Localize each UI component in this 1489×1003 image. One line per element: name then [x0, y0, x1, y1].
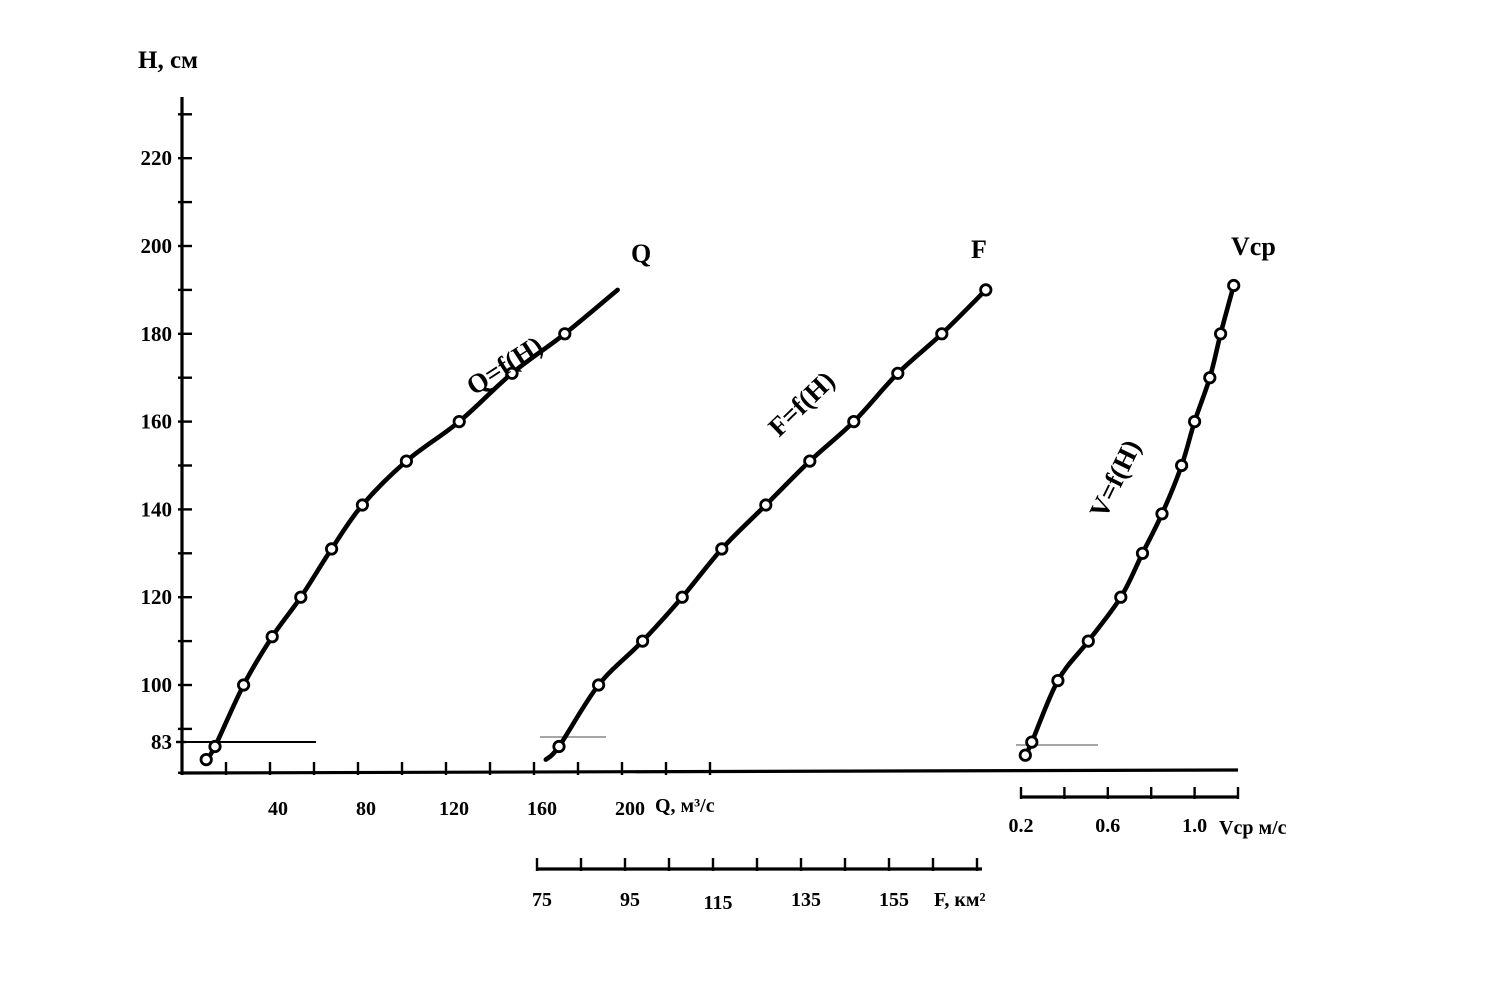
series-v-point: [1188, 414, 1202, 429]
series-f-point: [979, 283, 993, 297]
f-axis-ticks: 75 95 115 135 155: [532, 858, 979, 914]
y-tick-label: 120: [141, 585, 173, 609]
series-f-point: [847, 414, 861, 429]
y-tick-label: 180: [141, 322, 173, 346]
series-q-point: [399, 454, 413, 468]
q-axis-ticks: 40 80 120 160 200: [224, 762, 712, 820]
q-tick-label: 120: [439, 798, 469, 820]
series-q-point: [208, 739, 222, 754]
series-f-point: [675, 590, 689, 604]
series-q-point: [505, 366, 519, 380]
series-v-point: [1051, 673, 1065, 688]
series-f-point: [552, 739, 566, 754]
series-f-point: [803, 454, 817, 468]
f-tick-label: 155: [879, 889, 909, 911]
series-f-name: F: [971, 235, 987, 264]
series-q-point: [355, 498, 369, 512]
series-v-point: [1025, 735, 1039, 749]
y-tick-label: 140: [141, 497, 173, 521]
series-v-point: [1081, 634, 1095, 648]
f-axis-title: F, км²: [934, 889, 986, 911]
series-v-point: [1018, 748, 1032, 762]
series-v-point: [1227, 278, 1241, 293]
q-tick-label: 40: [268, 798, 288, 820]
series-f-line: [543, 287, 989, 762]
series-q-point: [265, 630, 279, 644]
v-tick-label: 1.0: [1182, 815, 1207, 837]
f-tick-label: 115: [704, 892, 733, 914]
series-f-point: [591, 678, 606, 692]
y-tick-label: 100: [141, 673, 173, 697]
series-q-point: [558, 327, 572, 341]
series-v-equation: V=f(H): [1083, 435, 1146, 523]
v-tick-label: 0.6: [1095, 815, 1120, 837]
series-f-equation: F=f(H): [762, 365, 840, 442]
series-f-point: [715, 542, 729, 556]
series-q-point: [199, 752, 213, 767]
f-tick-label: 95: [620, 889, 640, 911]
curves: [199, 278, 1241, 767]
v-axis-ticks: 0.2 0.6 1.0: [1009, 787, 1240, 837]
y-tick-label: 83: [151, 730, 172, 754]
y-axis-title: H, см: [138, 47, 198, 74]
q-tick-label: 80: [356, 798, 376, 820]
f-tick-label: 135: [791, 889, 821, 911]
series-q-point: [452, 414, 466, 429]
series-v-point: [1203, 371, 1217, 385]
series-v-point: [1214, 327, 1228, 341]
series-v-point: [1175, 458, 1189, 473]
y-tick-label: 220: [141, 146, 173, 170]
q-tick-label: 160: [527, 798, 557, 820]
series-f-point: [891, 366, 905, 380]
series-f-point: [935, 327, 949, 341]
y-tick-label: 200: [141, 234, 173, 258]
series-q-point: [237, 678, 251, 692]
series-q-point: [294, 590, 308, 604]
series-v-point: [1114, 590, 1128, 604]
series-v-point: [1135, 546, 1150, 560]
q-tick-label: 200: [615, 798, 645, 820]
series-f-point: [635, 634, 650, 648]
series-v-point: [1155, 507, 1169, 521]
y-ticks: 220 200 180 160 140 120 100 83: [141, 113, 192, 774]
series-q-name: Q: [631, 239, 651, 268]
f-tick-label: 75: [532, 889, 552, 911]
series-q-line: [203, 287, 620, 762]
q-axis-title: Q, м³/с: [655, 795, 715, 817]
series-v-name: Vср: [1231, 232, 1276, 261]
v-tick-label: 0.2: [1009, 815, 1034, 837]
v-axis-title: Vср м/с: [1219, 817, 1287, 839]
series-q-point: [324, 542, 339, 556]
series-q-equation: Q=f(H): [461, 330, 548, 401]
y-tick-label: 160: [141, 410, 173, 434]
series-f-point: [759, 498, 773, 512]
